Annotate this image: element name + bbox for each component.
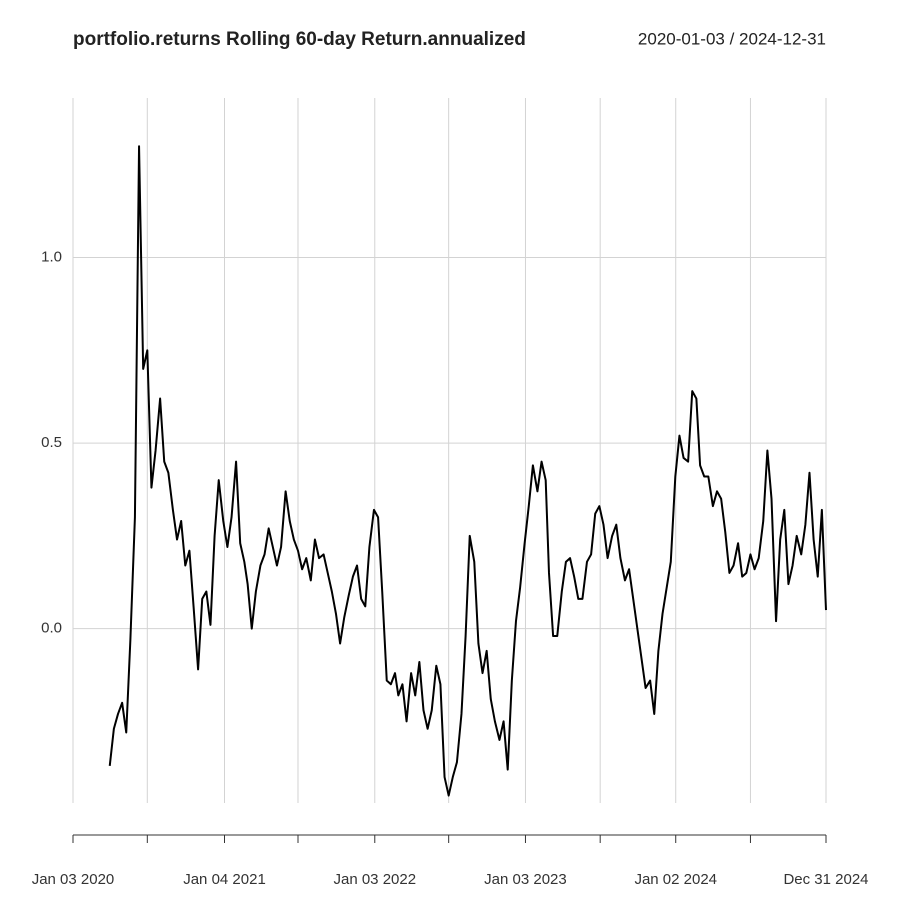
- series-line: [108, 145, 827, 797]
- chart-title: portfolio.returns Rolling 60-day Return.…: [73, 29, 526, 50]
- y-tick-label: 0.0: [41, 620, 62, 637]
- y-tick-label: 1.0: [41, 249, 62, 266]
- y-tick-label: 0.5: [41, 434, 62, 451]
- date-range: 2020-01-03 / 2024-12-31: [638, 29, 826, 48]
- plot-area: [108, 145, 827, 797]
- x-tick-label: Jan 02 2024: [634, 871, 717, 888]
- x-tick-label: Jan 04 2021: [183, 871, 266, 888]
- grid: [72, 98, 827, 803]
- x-tick-label: Jan 03 2023: [484, 871, 567, 888]
- axes: 0.0 0.5 1.0 Jan 03 2020 Jan 04 2021 Jan 03 20…: [32, 249, 869, 888]
- x-tick-label: Jan 03 2022: [333, 871, 416, 888]
- x-tick-label: Jan 03 2020: [32, 871, 115, 888]
- x-tick-label: Dec 31 2024: [783, 871, 868, 888]
